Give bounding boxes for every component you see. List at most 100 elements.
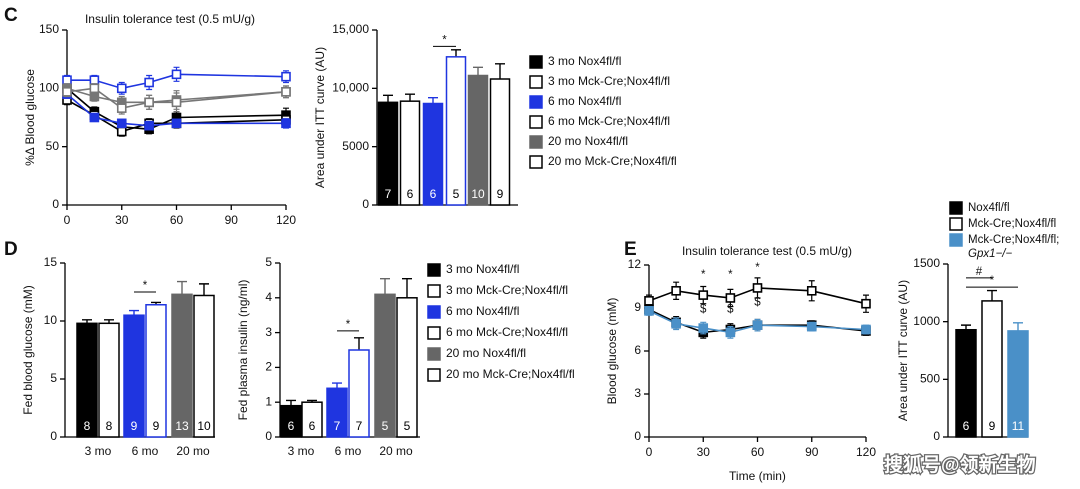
error-bar xyxy=(987,289,997,301)
y-axis-label: Fed plasma insulin (ng/ml) xyxy=(236,280,250,421)
bar xyxy=(445,56,467,206)
annotation: * xyxy=(990,275,995,287)
bar xyxy=(76,322,98,438)
error-bar xyxy=(129,309,139,316)
bar xyxy=(422,102,444,206)
error-bar xyxy=(428,96,438,104)
y-tick-label: 150 xyxy=(39,22,59,36)
error-bar xyxy=(451,49,461,57)
x-tick-label: 0 xyxy=(64,213,71,227)
y-tick-label: 10,000 xyxy=(332,81,369,95)
y-tick-label: 10 xyxy=(44,313,58,327)
legend-swatch xyxy=(427,284,441,298)
legend-swatch xyxy=(529,55,543,69)
marker xyxy=(116,83,127,94)
x-tick-label: 3 mo xyxy=(288,444,315,458)
marker xyxy=(281,118,291,129)
marker xyxy=(861,298,871,309)
panel-label: E xyxy=(624,239,637,260)
annotation: * xyxy=(346,319,351,331)
chart-title: Insulin tolerance test (0.5 mU/g) xyxy=(85,12,255,26)
legend-swatch xyxy=(949,201,963,215)
y-tick-label: 500 xyxy=(920,372,940,386)
legend-label: 20 mo Mck-Cre;Nox4fl/fl xyxy=(446,367,575,381)
bar xyxy=(399,100,421,206)
legend-label: 6 mo Mck-Cre;Nox4fl/fl xyxy=(548,114,670,128)
y-tick-label: 2 xyxy=(265,360,272,374)
marker xyxy=(171,118,182,129)
bar xyxy=(489,78,511,206)
marker xyxy=(89,83,100,94)
legend-swatch xyxy=(529,75,543,89)
marker xyxy=(116,126,127,137)
annotation: # xyxy=(976,266,983,278)
n-label: 8 xyxy=(84,419,91,433)
n-label: 6 xyxy=(963,419,970,433)
bar xyxy=(396,297,418,438)
y-tick-label: 1500 xyxy=(913,256,940,270)
legend-label: 3 mo Nox4fl/fl xyxy=(548,54,621,68)
n-label: 9 xyxy=(131,419,138,433)
y-axis-label: %Δ Blood glucose xyxy=(23,69,37,166)
x-tick-label: 90 xyxy=(805,445,819,459)
marker xyxy=(698,290,709,300)
marker xyxy=(89,75,100,85)
annotation: $ xyxy=(754,296,761,308)
y-tick-label: 5 xyxy=(50,371,57,385)
y-tick-label: 0 xyxy=(933,429,940,443)
x-tick-label: 6 mo xyxy=(132,444,159,458)
bar xyxy=(981,300,1003,438)
x-tick-label: 30 xyxy=(115,213,129,227)
bar xyxy=(326,387,348,438)
error-bar xyxy=(1013,322,1023,331)
legend-label: 3 mo Mck-Cre;Nox4fl/fl xyxy=(446,283,568,297)
error-bar xyxy=(177,280,187,295)
marker xyxy=(752,283,763,293)
error-bar xyxy=(473,66,483,76)
marker xyxy=(806,285,817,296)
legend-swatch xyxy=(427,263,441,277)
annotation: $ xyxy=(700,303,707,315)
annotation: $ xyxy=(727,303,734,315)
error-bar xyxy=(495,63,505,79)
marker xyxy=(671,318,681,329)
marker xyxy=(281,71,291,82)
y-tick-label: 5 xyxy=(265,255,272,269)
marker xyxy=(89,91,100,102)
y-tick-label: 3 xyxy=(634,386,641,400)
marker xyxy=(171,69,182,80)
x-tick-label: 3 mo xyxy=(85,444,112,458)
bar xyxy=(145,304,167,438)
y-tick-label: 15,000 xyxy=(332,22,369,36)
marker xyxy=(62,75,72,85)
y-tick-label: 1000 xyxy=(913,314,940,328)
marker xyxy=(698,323,709,333)
y-tick-label: 0 xyxy=(50,429,57,443)
legend-label: 6 mo Nox4fl/fl xyxy=(446,304,519,318)
annotation: * xyxy=(442,34,447,46)
legend-swatch xyxy=(427,368,441,382)
y-tick-label: 3 xyxy=(265,325,272,339)
x-tick-label: 60 xyxy=(751,445,765,459)
bar xyxy=(98,322,120,438)
bar xyxy=(467,74,489,206)
error-bar xyxy=(961,324,971,330)
marker xyxy=(144,120,154,131)
y-axis-label: Fed blood glucose (mM) xyxy=(21,285,35,414)
bar xyxy=(377,101,399,206)
y-tick-label: 0 xyxy=(634,429,641,443)
legend-label: 20 mo Nox4fl/fl xyxy=(548,134,628,148)
legend-label: 3 mo Nox4fl/fl xyxy=(446,262,519,276)
legend-swatch xyxy=(949,233,963,247)
x-tick-label: 120 xyxy=(276,213,296,227)
marker xyxy=(725,327,736,338)
legend-label: Nox4fl/fl xyxy=(968,202,1010,214)
x-tick-label: 90 xyxy=(225,213,239,227)
n-label: 6 xyxy=(407,187,414,201)
x-axis-label: Time (min) xyxy=(729,469,786,483)
legend-swatch xyxy=(529,115,543,129)
error-bar xyxy=(380,277,390,295)
annotation: * xyxy=(728,269,733,281)
n-label: 5 xyxy=(404,419,411,433)
